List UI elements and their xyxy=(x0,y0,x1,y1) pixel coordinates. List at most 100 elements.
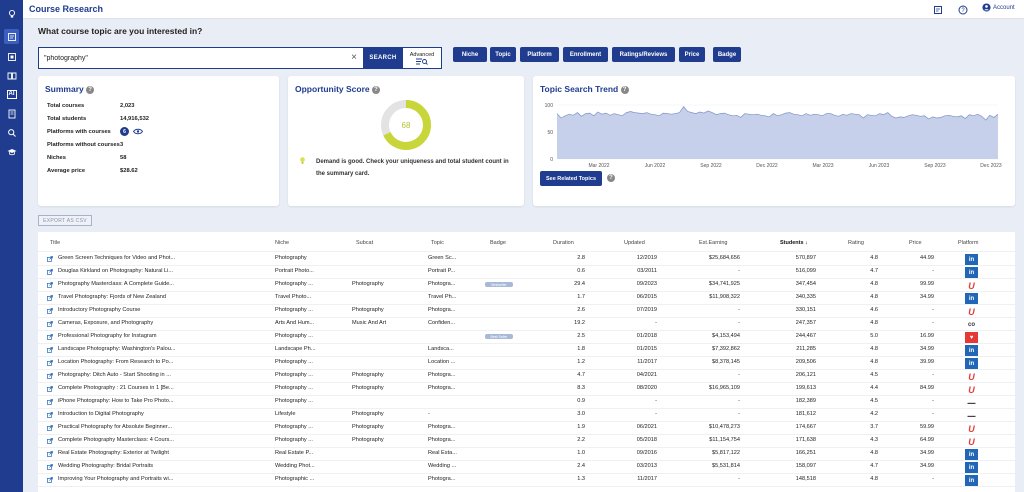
header-platform[interactable]: Platform xyxy=(958,240,979,246)
cell-title[interactable]: Practical Photography for Absolute Begin… xyxy=(58,424,173,430)
platform-logo-icon[interactable]: ▬▬ xyxy=(967,400,976,405)
platform-logo-icon[interactable]: ▬▬ xyxy=(967,413,976,418)
header-duration[interactable]: Duration xyxy=(553,240,574,246)
account-button[interactable]: Account xyxy=(982,3,1015,12)
cell-title[interactable]: Douglas Kirkland on Photography: Natural… xyxy=(58,268,174,274)
linkedin-icon[interactable]: in xyxy=(965,449,978,460)
udemy-icon[interactable]: U xyxy=(968,371,975,382)
cell-title[interactable]: Introduction to Digital Photography xyxy=(58,411,144,417)
external-link-icon[interactable] xyxy=(47,256,53,262)
filter-ratings-button[interactable]: Ratings/Reviews xyxy=(612,47,675,62)
cell-title[interactable]: iPhone Photography: How to Take Pro Phot… xyxy=(58,398,174,404)
external-link-icon[interactable] xyxy=(47,425,53,431)
header-earning[interactable]: Est.Earning xyxy=(699,240,728,246)
notebook-icon[interactable] xyxy=(4,106,19,121)
cell-title[interactable]: Complete Photography Masterclass: 4 Cour… xyxy=(58,437,174,443)
cell-title[interactable]: Complete Photography : 21 Courses in 1 [… xyxy=(58,385,174,391)
external-link-icon[interactable] xyxy=(47,373,53,379)
search-icon[interactable] xyxy=(4,125,19,140)
search-input[interactable] xyxy=(39,54,339,62)
linkedin-icon[interactable]: in xyxy=(965,358,978,369)
summary-help-icon[interactable]: ? xyxy=(86,85,95,94)
udemy-icon[interactable]: U xyxy=(968,280,975,291)
header-students[interactable]: Students ↓ xyxy=(780,240,808,246)
external-link-icon[interactable] xyxy=(47,295,53,301)
bulb-icon[interactable] xyxy=(4,6,19,21)
svg-text:?: ? xyxy=(961,8,965,14)
cell-title[interactable]: Real Estate Photography: Exterior at Twi… xyxy=(58,450,169,456)
see-related-topics-button[interactable]: See Related Topics xyxy=(540,171,602,186)
filter-niche-button[interactable]: Niche xyxy=(453,47,487,62)
help-icon[interactable]: ? xyxy=(956,3,969,16)
external-link-icon[interactable] xyxy=(47,386,53,392)
external-link-icon[interactable] xyxy=(47,360,53,366)
cell-title[interactable]: Location Photography: From Research to P… xyxy=(58,359,174,365)
external-link-icon[interactable] xyxy=(47,477,53,483)
external-link-icon[interactable] xyxy=(47,438,53,444)
cell-title[interactable]: Professional Photography for Instagram xyxy=(58,333,157,339)
external-link-icon[interactable] xyxy=(47,399,53,405)
external-link-icon[interactable] xyxy=(47,347,53,353)
linkedin-icon[interactable]: in xyxy=(965,345,978,356)
filter-enrollment-button[interactable]: Enrollment xyxy=(563,47,608,62)
udemy-icon[interactable]: U xyxy=(968,423,975,434)
eye-icon[interactable] xyxy=(133,128,143,135)
external-link-icon[interactable] xyxy=(47,282,53,288)
external-link-icon[interactable] xyxy=(47,451,53,457)
cell-title[interactable]: Photography Masterclass: A Complete Guid… xyxy=(58,281,174,287)
external-link-icon[interactable] xyxy=(47,321,53,327)
graduation-icon[interactable] xyxy=(4,144,19,159)
notes-icon[interactable] xyxy=(931,3,944,16)
advanced-search-button[interactable]: Advanced xyxy=(402,47,442,69)
udemy-icon[interactable]: U xyxy=(968,436,975,447)
header-price[interactable]: Price xyxy=(909,240,922,246)
udemy-icon[interactable]: U xyxy=(968,306,975,317)
row-divider xyxy=(38,395,1015,396)
cell-title[interactable]: Improving Your Photography and Portraits… xyxy=(58,476,174,482)
cell-title[interactable]: Landscape Photography: Washington's Palo… xyxy=(58,346,176,352)
filter-badge-button[interactable]: Badge xyxy=(713,47,741,62)
cell-title[interactable]: Wedding Photography: Bridal Portraits xyxy=(58,463,154,469)
header-subcat[interactable]: Subcat xyxy=(356,240,374,246)
external-link-icon[interactable] xyxy=(47,334,53,340)
external-link-icon[interactable] xyxy=(47,308,53,314)
external-link-icon[interactable] xyxy=(47,412,53,418)
cell-title[interactable]: Green Screen Techniques for Video and Ph… xyxy=(58,255,176,261)
clear-icon[interactable]: × xyxy=(351,52,357,63)
header-badge[interactable]: Badge xyxy=(490,240,506,246)
related-help-icon[interactable]: ? xyxy=(607,174,615,182)
filter-topic-button[interactable]: Topic xyxy=(490,47,516,62)
header-updated[interactable]: Updated xyxy=(624,240,645,246)
cell-title[interactable]: Cameras, Exposure, and Photography xyxy=(58,320,154,326)
ai-icon[interactable]: AI xyxy=(6,90,17,99)
header-niche[interactable]: Niche xyxy=(275,240,290,246)
filter-price-button[interactable]: Price xyxy=(679,47,705,62)
external-link-icon[interactable] xyxy=(47,464,53,470)
niche-icon[interactable] xyxy=(4,49,19,64)
header-topic[interactable]: Topic xyxy=(431,240,444,246)
opportunity-help-icon[interactable]: ? xyxy=(372,85,380,94)
linkedin-icon[interactable]: in xyxy=(965,254,978,265)
external-link-icon[interactable] xyxy=(47,269,53,275)
cell-price: 16.99 xyxy=(920,333,934,339)
export-csv-button[interactable]: EXPORT AS CSV xyxy=(38,215,92,226)
course-research-icon[interactable] xyxy=(4,29,19,44)
cell-title[interactable]: Introductory Photography Course xyxy=(58,307,141,313)
skillshare-icon[interactable]: ♥ xyxy=(965,332,978,343)
linkedin-icon[interactable]: in xyxy=(965,267,978,278)
cell-title[interactable]: Photography: Ditch Auto - Start Shooting… xyxy=(58,372,171,378)
linkedin-icon[interactable]: in xyxy=(965,475,978,486)
trend-help-icon[interactable]: ? xyxy=(620,85,629,94)
cell-title[interactable]: Travel Photography: Fjords of New Zealan… xyxy=(58,294,166,300)
filter-platform-button[interactable]: Platform xyxy=(520,47,559,62)
row-divider xyxy=(38,421,1015,422)
header-title[interactable]: Title xyxy=(50,240,61,246)
coursera-icon[interactable]: co xyxy=(967,321,975,328)
header-rating[interactable]: Rating xyxy=(848,240,864,246)
book-icon[interactable] xyxy=(4,68,19,83)
linkedin-icon[interactable]: in xyxy=(965,462,978,473)
linkedin-icon[interactable]: in xyxy=(965,293,978,304)
search-button[interactable]: SEARCH xyxy=(364,47,402,69)
cell-niche: Photography ... xyxy=(275,437,313,443)
udemy-icon[interactable]: U xyxy=(968,384,975,395)
